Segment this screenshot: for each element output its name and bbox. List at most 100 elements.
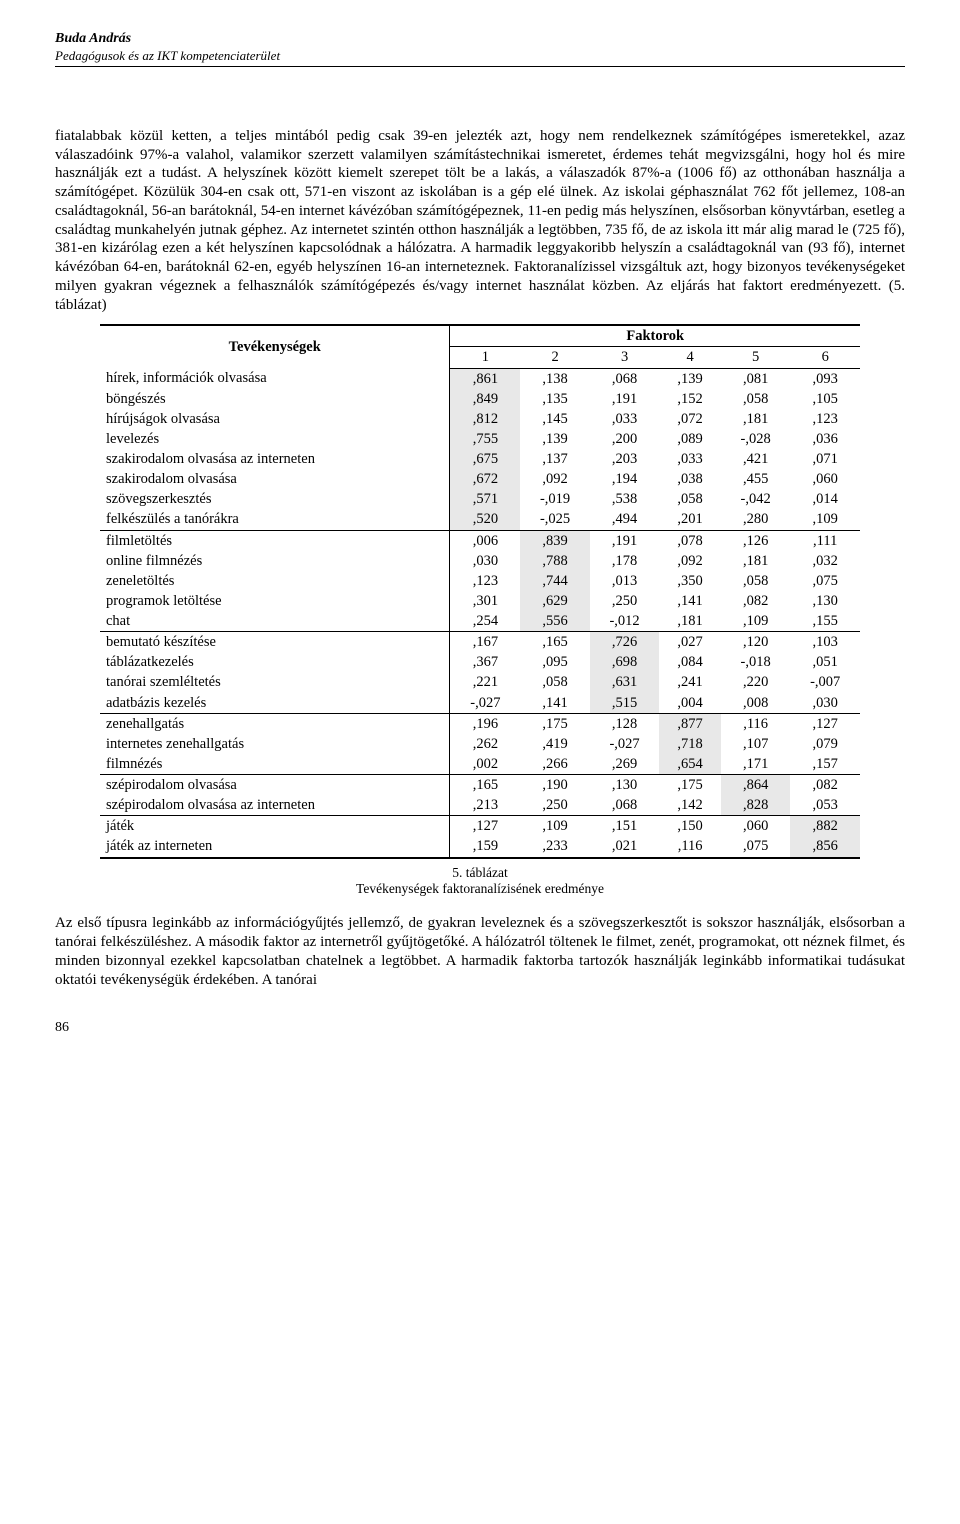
- cell: ,861: [450, 368, 520, 389]
- cell: -,028: [721, 429, 791, 449]
- cell: ,107: [721, 734, 791, 754]
- table-row: zeneletöltés,123,744,013,350,058,075: [100, 571, 860, 591]
- table-row: szövegszerkesztés,571-,019,538,058-,042,…: [100, 489, 860, 509]
- cell: ,116: [721, 713, 791, 734]
- cell: -,019: [520, 489, 590, 509]
- cell: ,812: [450, 409, 520, 429]
- cell: ,171: [721, 754, 791, 775]
- row-label: zenehallgatás: [100, 713, 450, 734]
- cell: ,675: [450, 449, 520, 469]
- col-2: 2: [520, 347, 590, 368]
- cell: ,175: [520, 713, 590, 734]
- cell: ,175: [659, 775, 721, 796]
- cell: ,178: [590, 551, 660, 571]
- cell: ,109: [790, 509, 860, 530]
- cell: ,849: [450, 389, 520, 409]
- row-label: filmletöltés: [100, 530, 450, 551]
- cell: ,269: [590, 754, 660, 775]
- row-label: programok letöltése: [100, 591, 450, 611]
- cell: ,139: [520, 429, 590, 449]
- cell: ,191: [590, 389, 660, 409]
- cell: ,093: [790, 368, 860, 389]
- cell: ,150: [659, 816, 721, 837]
- cell: ,181: [721, 409, 791, 429]
- col-6: 6: [790, 347, 860, 368]
- table-row: játék,127,109,151,150,060,882: [100, 816, 860, 837]
- cell: ,036: [790, 429, 860, 449]
- cell: ,698: [590, 652, 660, 672]
- row-label: szövegszerkesztés: [100, 489, 450, 509]
- cell: ,250: [520, 795, 590, 816]
- cell: ,196: [450, 713, 520, 734]
- row-label: hírújságok olvasása: [100, 409, 450, 429]
- cell: ,032: [790, 551, 860, 571]
- cell: ,079: [790, 734, 860, 754]
- cell: ,082: [790, 775, 860, 796]
- header-subtitle: Pedagógusok és az IKT kompetenciaterület: [55, 48, 905, 64]
- cell: ,556: [520, 611, 590, 632]
- cell: ,135: [520, 389, 590, 409]
- cell: ,538: [590, 489, 660, 509]
- cell: ,138: [520, 368, 590, 389]
- cell: ,103: [790, 632, 860, 653]
- cell: ,116: [659, 836, 721, 857]
- cell: ,078: [659, 530, 721, 551]
- cell: ,142: [659, 795, 721, 816]
- cell: ,141: [659, 591, 721, 611]
- row-label: játék az interneten: [100, 836, 450, 857]
- cell: ,191: [590, 530, 660, 551]
- cell: ,109: [520, 816, 590, 837]
- row-label: online filmnézés: [100, 551, 450, 571]
- page-number: 86: [55, 1019, 905, 1037]
- header-rule: [55, 66, 905, 67]
- col-1: 1: [450, 347, 520, 368]
- cell: ,075: [790, 571, 860, 591]
- cell: ,233: [520, 836, 590, 857]
- cell: ,141: [520, 693, 590, 714]
- row-label: zeneletöltés: [100, 571, 450, 591]
- cell: ,130: [590, 775, 660, 796]
- col-5: 5: [721, 347, 791, 368]
- cell: ,082: [721, 591, 791, 611]
- cell: ,060: [790, 469, 860, 489]
- cell: ,367: [450, 652, 520, 672]
- cell: ,058: [721, 389, 791, 409]
- cell: ,241: [659, 672, 721, 692]
- cell: ,165: [450, 775, 520, 796]
- cell: ,151: [590, 816, 660, 837]
- cell: ,128: [590, 713, 660, 734]
- cell: -,027: [590, 734, 660, 754]
- cell: ,250: [590, 591, 660, 611]
- cell: ,126: [721, 530, 791, 551]
- table-row: internetes zenehallgatás,262,419-,027,71…: [100, 734, 860, 754]
- row-label: szakirodalom olvasása: [100, 469, 450, 489]
- row-label: tanórai szemléltetés: [100, 672, 450, 692]
- cell: ,089: [659, 429, 721, 449]
- caption-number: 5. táblázat: [452, 865, 507, 880]
- cell: ,075: [721, 836, 791, 857]
- cell: ,877: [659, 713, 721, 734]
- cell: ,201: [659, 509, 721, 530]
- row-label: szakirodalom olvasása az interneten: [100, 449, 450, 469]
- cell: ,123: [790, 409, 860, 429]
- cell: ,631: [590, 672, 660, 692]
- cell: ,127: [450, 816, 520, 837]
- cell: ,145: [520, 409, 590, 429]
- cell: ,072: [659, 409, 721, 429]
- cell: ,571: [450, 489, 520, 509]
- paragraph-2: Az első típusra leginkább az információg…: [55, 914, 905, 989]
- row-label: chat: [100, 611, 450, 632]
- cell: ,200: [590, 429, 660, 449]
- cell: ,033: [590, 409, 660, 429]
- table-row: online filmnézés,030,788,178,092,181,032: [100, 551, 860, 571]
- paragraph-1: fiatalabbak közül ketten, a teljes mintá…: [55, 127, 905, 315]
- cell: ,130: [790, 591, 860, 611]
- table-row: játék az interneten,159,233,021,116,075,…: [100, 836, 860, 857]
- cell: ,004: [659, 693, 721, 714]
- cell: ,071: [790, 449, 860, 469]
- cell: ,157: [790, 754, 860, 775]
- table-row: bemutató készítése,167,165,726,027,120,1…: [100, 632, 860, 653]
- cell: ,109: [721, 611, 791, 632]
- cell: ,654: [659, 754, 721, 775]
- cell: ,152: [659, 389, 721, 409]
